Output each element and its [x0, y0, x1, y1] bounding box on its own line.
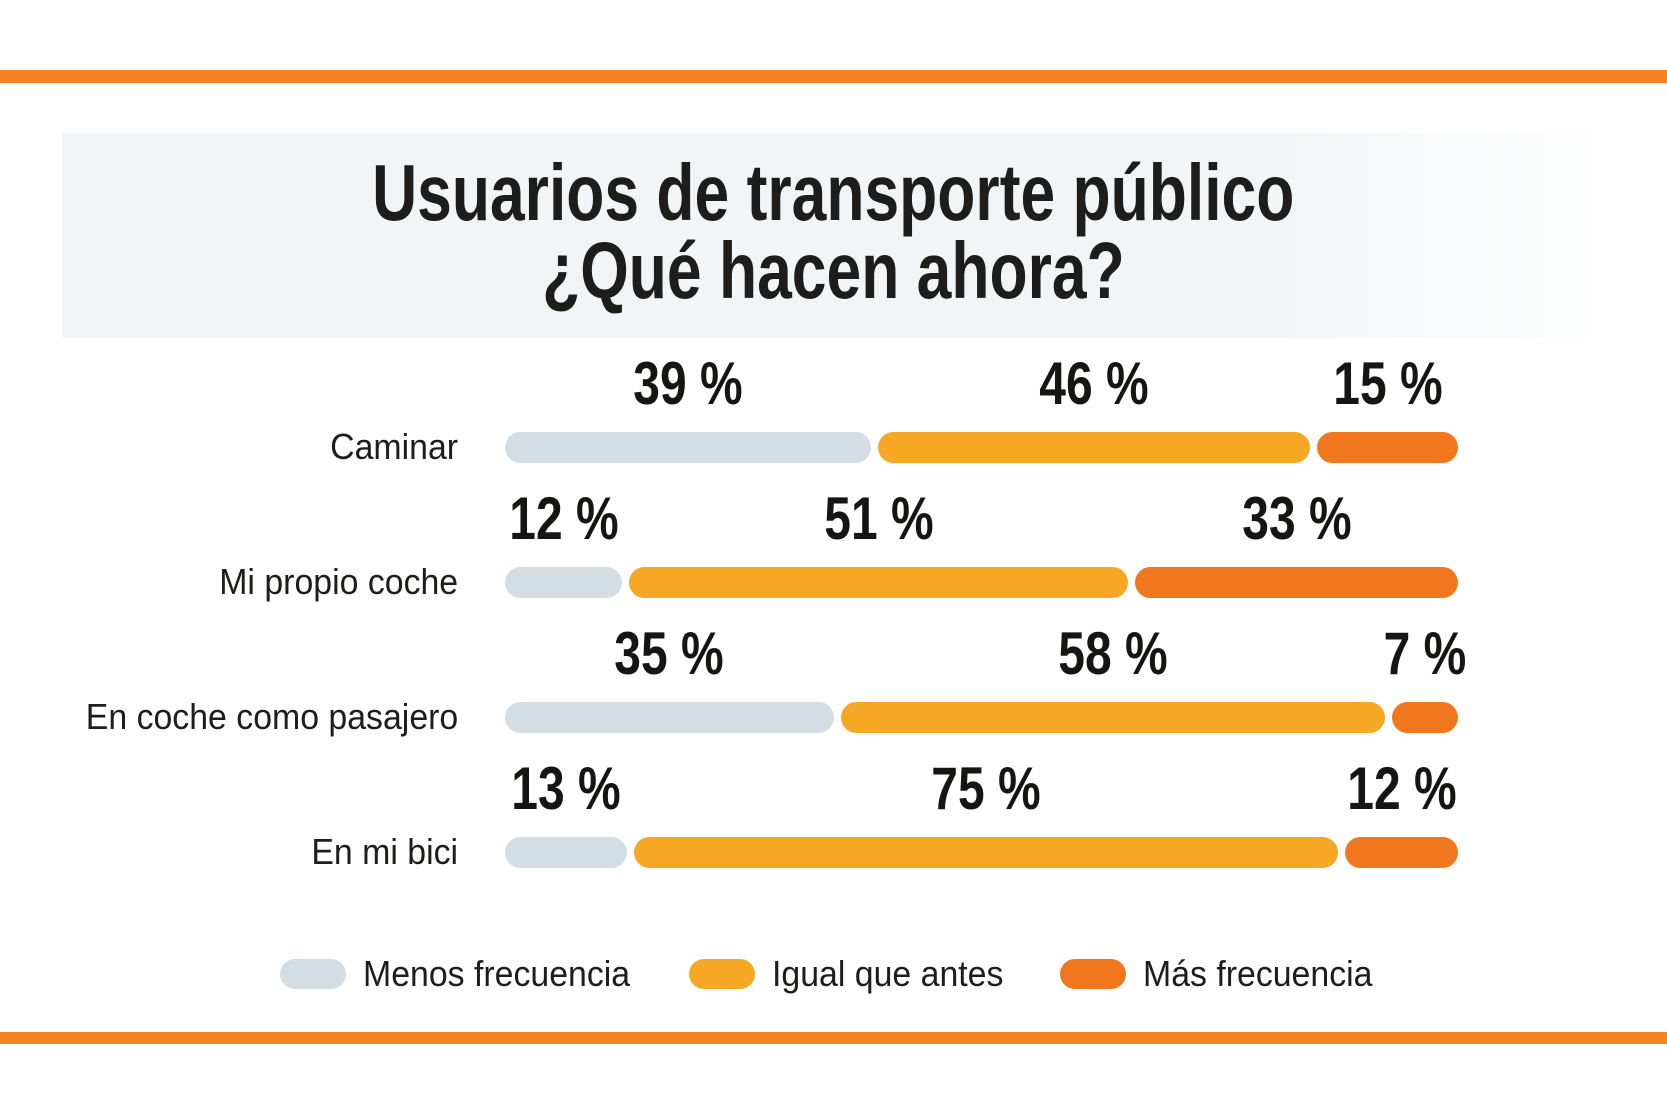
top-accent-bar	[0, 70, 1667, 83]
bar-segment-menos-frecuencia: 35 %	[505, 624, 834, 733]
value-label: 46 %	[1039, 350, 1149, 417]
bar-segment-menos-frecuencia: 39 %	[505, 354, 872, 463]
legend-label: Igual que antes	[772, 952, 1018, 996]
chart-title: Usuarios de transporte público ¿Qué hace…	[0, 148, 1667, 315]
chart-row-en-mi-bici: En mi bici 13 % 75 % 12 %	[0, 757, 1667, 892]
value-label: 13 %	[511, 755, 621, 822]
category-label-text: En mi bici	[311, 831, 458, 872]
chart-row-en-coche-como-pasajero: En coche como pasajero 35 % 58 % 7 %	[0, 622, 1667, 757]
category-label: Mi propio coche	[0, 561, 458, 603]
value-label: 15 %	[1332, 350, 1443, 417]
category-label: Caminar	[0, 426, 458, 468]
legend-swatch-igual-que-antes	[688, 959, 755, 989]
legend-item-mas-frecuencia: Más frecuencia	[1060, 952, 1387, 996]
bar-segment-igual-que-antes: 58 %	[840, 624, 1386, 733]
chart-title-line-2-text: ¿Qué hacen ahora?	[542, 226, 1125, 315]
value-label: 33 %	[1241, 485, 1352, 552]
legend-swatch-mas-frecuencia	[1060, 959, 1127, 989]
value-label: 12 %	[1346, 755, 1457, 822]
chart-row-mi-propio-coche: Mi propio coche 12 % 51 % 33 %	[0, 487, 1667, 622]
legend-label-text: Menos frecuencia	[362, 953, 630, 994]
bar-segment-mas-frecuencia: 7 %	[1384, 624, 1466, 733]
value-label: 7 %	[1383, 620, 1467, 687]
stacked-bar-chart: Caminar 39 % 46 % 15 % Mi propio coche 1…	[0, 352, 1667, 892]
category-label-text: Mi propio coche	[219, 561, 458, 602]
value-label: 58 %	[1058, 620, 1168, 687]
chart-title-line-1: Usuarios de transporte público	[0, 148, 1667, 237]
value-label: 12 %	[508, 485, 619, 552]
category-label-text: En coche como pasajero	[85, 696, 458, 737]
legend-item-igual-que-antes: Igual que antes	[688, 952, 1018, 996]
value-label: 39 %	[633, 350, 743, 417]
legend-swatch-menos-frecuencia	[279, 959, 346, 989]
title-band	[62, 133, 1609, 338]
bar-segment-mas-frecuencia: 15 %	[1317, 354, 1458, 463]
legend-label-text: Igual que antes	[771, 953, 1004, 994]
bar-track: 39 % 46 % 15 %	[505, 354, 1458, 463]
value-label: 35 %	[614, 620, 725, 687]
chart-row-caminar: Caminar 39 % 46 % 15 %	[0, 352, 1667, 487]
bar-track: 12 % 51 % 33 %	[505, 489, 1458, 598]
bar-segment-menos-frecuencia: 13 %	[505, 759, 628, 868]
bottom-accent-bar	[0, 1032, 1667, 1044]
value-label: 75 %	[931, 755, 1041, 822]
bar-segment-mas-frecuencia: 33 %	[1135, 489, 1458, 598]
bar-track: 35 % 58 % 7 %	[505, 624, 1466, 733]
legend-item-menos-frecuencia: Menos frecuencia	[279, 952, 647, 996]
legend: Menos frecuencia Igual que antes Más fre…	[0, 952, 1667, 996]
chart-title-line-1-text: Usuarios de transporte público	[372, 148, 1295, 237]
chart-title-line-2: ¿Qué hacen ahora?	[0, 226, 1667, 315]
category-label: En mi bici	[0, 831, 458, 873]
legend-label-text: Más frecuencia	[1143, 953, 1373, 994]
bar-segment-igual-que-antes: 51 %	[629, 489, 1129, 598]
bar-segment-mas-frecuencia: 12 %	[1345, 759, 1458, 868]
bar-segment-igual-que-antes: 46 %	[878, 354, 1311, 463]
category-label-text: Caminar	[330, 426, 458, 467]
bar-segment-igual-que-antes: 75 %	[634, 759, 1339, 868]
value-label: 51 %	[824, 485, 934, 552]
bar-segment-menos-frecuencia: 12 %	[505, 489, 623, 598]
legend-label: Más frecuencia	[1143, 952, 1387, 996]
legend-label: Menos frecuencia	[363, 952, 647, 996]
bar-track: 13 % 75 % 12 %	[505, 759, 1458, 868]
category-label: En coche como pasajero	[0, 696, 458, 738]
